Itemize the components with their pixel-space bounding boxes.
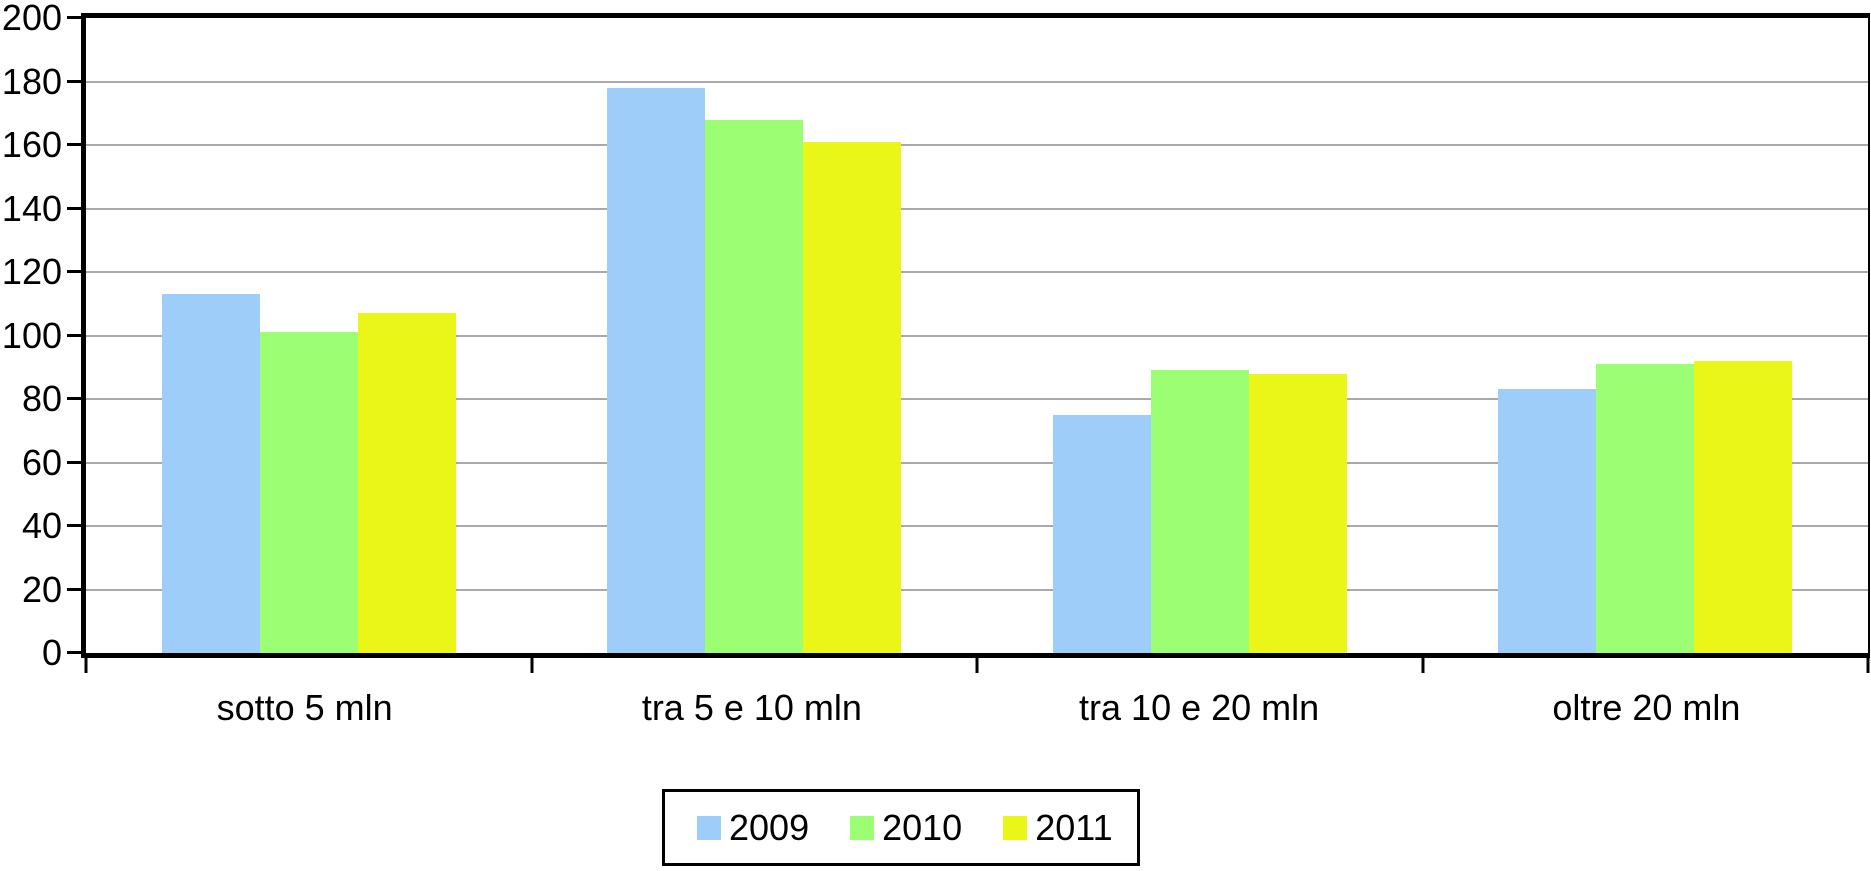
y-tick-label-200: 200	[1, 0, 62, 38]
gridline-60	[86, 461, 1868, 464]
x-tick-2	[975, 658, 979, 673]
y-tick-label-0: 0	[41, 632, 62, 673]
y-tick-40	[67, 524, 81, 527]
y-tick-80	[67, 397, 81, 400]
bar-2011-0	[357, 313, 456, 653]
bar-group-0	[86, 18, 532, 653]
y-tick-180	[67, 79, 81, 83]
y-tick-label-40: 40	[21, 505, 62, 546]
y-tick-label-80: 80	[21, 378, 62, 419]
bar-2011-2	[1248, 373, 1347, 653]
y-tick-label-60: 60	[21, 441, 62, 483]
bar-2009-1	[607, 87, 706, 653]
y-axis-labels: 0 20 40 60 80 100 120 140 160 180 200	[0, 0, 62, 671]
gridline-180	[86, 80, 1868, 83]
y-tick-label-140: 140	[1, 187, 62, 229]
plot-area	[67, 13, 1870, 673]
y-tick-label-100: 100	[1, 314, 62, 356]
category-label-0: sotto 5 mln	[216, 687, 393, 728]
y-tick-100	[67, 333, 81, 337]
y-tick-label-20: 20	[21, 568, 62, 610]
legend-item-2011: 2011	[1003, 806, 1113, 848]
category-label-3: oltre 20 mln	[1552, 687, 1741, 728]
bar-group-1	[532, 18, 978, 653]
bar-group-2	[977, 18, 1423, 653]
category-label-2: tra 10 e 20 mln	[1079, 687, 1320, 728]
y-tick-120	[67, 270, 81, 273]
gridline-140	[86, 207, 1868, 210]
x-tick-0	[84, 658, 88, 673]
x-tick-3	[1421, 658, 1424, 673]
y-tick-160	[67, 143, 81, 146]
x-tick-4	[1866, 658, 1870, 673]
bar-2011-3	[1694, 360, 1793, 653]
gridline-40	[86, 525, 1868, 527]
bar-2009-2	[1052, 414, 1151, 653]
bar-2011-1	[803, 141, 902, 653]
bar-2010-0	[259, 332, 358, 653]
y-tick-60	[67, 460, 81, 464]
bar-2009-0	[161, 294, 260, 653]
legend-label-2011: 2011	[1035, 806, 1113, 848]
bar-2010-1	[705, 119, 804, 653]
legend-label-2009: 2009	[729, 806, 810, 848]
legend: 2009 2010 2011	[662, 789, 1140, 866]
category-label-1: tra 5 e 10 mln	[641, 687, 862, 728]
bar-group-3	[1423, 18, 1869, 653]
y-tick-label-120: 120	[1, 251, 62, 292]
legend-swatch-2009	[697, 815, 721, 840]
legend-swatch-2010	[850, 815, 875, 840]
y-tick-140	[67, 206, 81, 210]
y-tick-label-160: 160	[1, 124, 62, 165]
legend-label-2010: 2010	[882, 806, 963, 848]
gridline-100	[86, 334, 1868, 337]
y-tick-0	[67, 651, 81, 654]
x-tick-1	[530, 658, 533, 673]
y-tick-20	[67, 587, 81, 591]
bar-2010-2	[1150, 370, 1249, 653]
legend-item-2010: 2010	[850, 806, 963, 848]
y-tick-200	[67, 16, 81, 19]
legend-swatch-2011	[1003, 815, 1028, 840]
legend-item-2009: 2009	[697, 806, 810, 848]
gridline-120	[86, 271, 1868, 273]
gridline-20	[86, 588, 1868, 591]
gridline-80	[86, 398, 1868, 400]
bar-2009-3	[1498, 389, 1597, 653]
y-tick-label-180: 180	[1, 60, 62, 102]
x-category-labels: sotto 5 mln tra 5 e 10 mln tra 10 e 20 mln…	[81, 686, 1870, 730]
bar-2010-3	[1596, 364, 1695, 653]
gridline-160	[86, 144, 1868, 146]
bars-layer	[86, 18, 1868, 653]
